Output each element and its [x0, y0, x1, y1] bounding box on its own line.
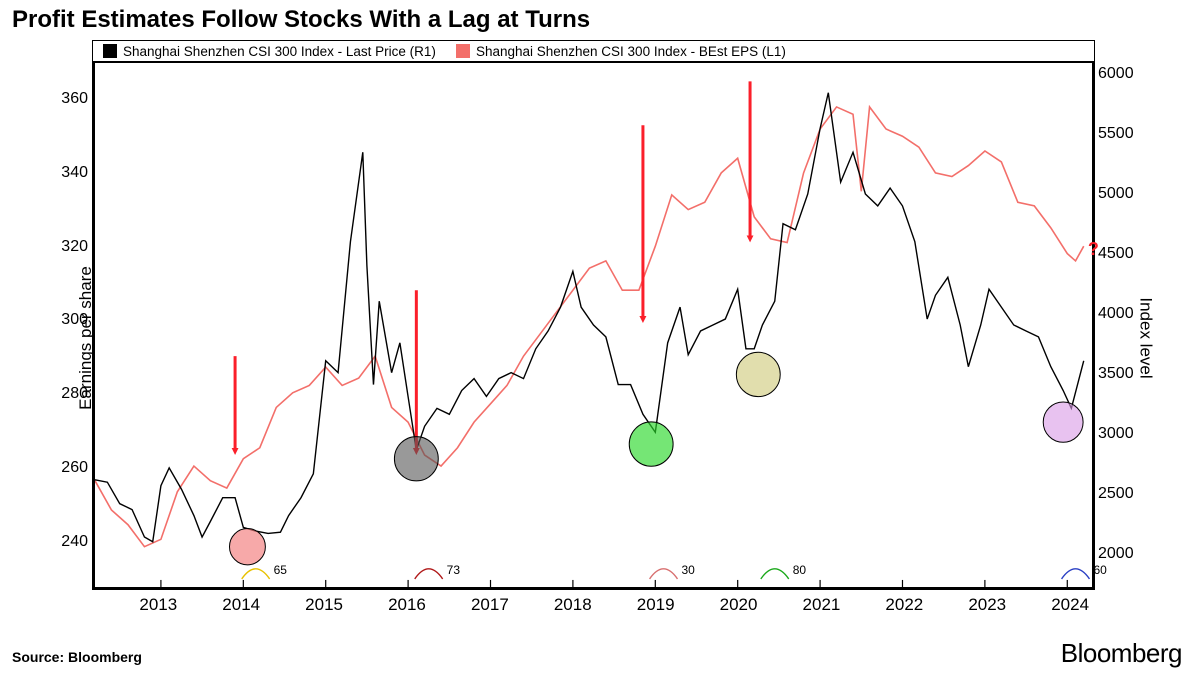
legend: Shanghai Shenzhen CSI 300 Index - Last P… [92, 40, 1095, 62]
x-tick: 2023 [968, 595, 1006, 615]
y-right-ticks: 2000 2500 3000 3500 4000 4500 5000 5500 6000 [1096, 62, 1144, 590]
x-tick: 2024 [1051, 595, 1089, 615]
arc-label: 60 [1093, 563, 1106, 577]
x-tick: 2022 [885, 595, 923, 615]
y-right-tick: 5500 [1098, 125, 1134, 143]
x-tick: 2015 [305, 595, 343, 615]
y-left-tick: 320 [61, 238, 88, 256]
arc-label: 30 [681, 563, 694, 577]
legend-label-2: Shanghai Shenzhen CSI 300 Index - BEst E… [476, 44, 786, 59]
legend-label-1: Shanghai Shenzhen CSI 300 Index - Last P… [123, 44, 436, 59]
y-right-tick: 4500 [1098, 245, 1134, 263]
y-left-tick: 260 [61, 459, 88, 477]
legend-swatch-1 [103, 44, 117, 58]
arc-label: 80 [793, 563, 806, 577]
legend-swatch-2 [456, 44, 470, 58]
y-right-tick: 5000 [1098, 185, 1134, 203]
x-tick: 2019 [637, 595, 675, 615]
y-right-tick: 3500 [1098, 365, 1134, 383]
y-right-tick: 4000 [1098, 305, 1134, 323]
x-tick: 2018 [554, 595, 592, 615]
y-left-ticks: 240 260 280 300 320 340 360 [48, 62, 90, 590]
x-tick: 2016 [388, 595, 426, 615]
y-right-tick: 6000 [1098, 65, 1134, 83]
y-left-tick: 340 [61, 164, 88, 182]
chart-svg [95, 63, 1092, 587]
y-right-tick: 2000 [1098, 545, 1134, 563]
brand-logo: Bloomberg [1061, 638, 1182, 669]
y-left-tick: 280 [61, 385, 88, 403]
source-attribution: Source: Bloomberg [12, 649, 142, 665]
x-tick: 2013 [139, 595, 177, 615]
legend-item-price: Shanghai Shenzhen CSI 300 Index - Last P… [93, 44, 446, 59]
question-mark: ? [1088, 239, 1099, 260]
arc-label: 65 [274, 563, 287, 577]
y-right-tick: 2500 [1098, 485, 1134, 503]
arc-label: 73 [447, 563, 460, 577]
y-left-tick: 240 [61, 533, 88, 551]
y-left-tick: 300 [61, 311, 88, 329]
x-tick: 2017 [471, 595, 509, 615]
chart-title: Profit Estimates Follow Stocks With a La… [12, 6, 590, 34]
legend-item-eps: Shanghai Shenzhen CSI 300 Index - BEst E… [446, 44, 796, 59]
y-left-tick: 360 [61, 90, 88, 108]
x-tick: 2020 [720, 595, 758, 615]
x-tick: 2021 [803, 595, 841, 615]
x-ticks: 2013 2014 2015 2016 2017 2018 2019 2020 2021 2022… [92, 595, 1095, 619]
y-right-tick: 3000 [1098, 425, 1134, 443]
chart-plot-area: 6573308060? [92, 62, 1095, 590]
x-tick: 2014 [222, 595, 260, 615]
